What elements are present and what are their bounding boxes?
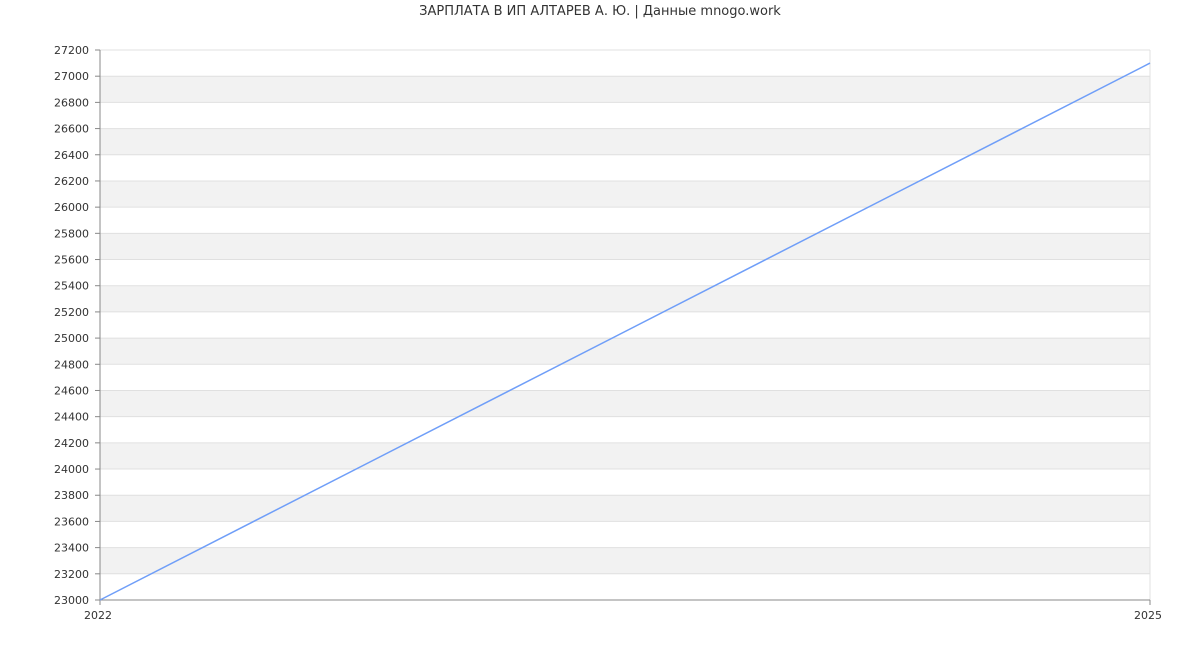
y-tick-label: 25400 (54, 280, 89, 293)
grid-band (100, 547, 1150, 574)
grid-band (100, 285, 1150, 312)
grid-band (100, 259, 1150, 286)
grid-band (100, 390, 1150, 417)
grid-band (100, 495, 1150, 522)
grid-band (100, 102, 1150, 129)
y-tick-label: 24800 (54, 358, 89, 371)
grid-band (100, 573, 1150, 600)
x-tick-label: 2022 (84, 609, 112, 622)
grid-band (100, 180, 1150, 208)
series-line (99, 62, 1151, 601)
chart-title: ЗАРПЛАТА В ИП АЛТАРЕВ А. Ю. | Данные mno… (419, 4, 781, 19)
y-tick-label: 25600 (54, 254, 89, 267)
grid-band (100, 521, 1150, 548)
y-tick-label: 24200 (54, 437, 89, 450)
y-tick-label: 23200 (54, 568, 89, 581)
y-tick-label: 27000 (54, 70, 89, 83)
grid-band (100, 207, 1150, 234)
y-tick-label: 25200 (54, 306, 89, 319)
x-tick-label: 2025 (1134, 609, 1162, 622)
grid-band (100, 364, 1150, 391)
y-tick-label: 24400 (54, 411, 89, 424)
y-tick-label: 24600 (54, 384, 89, 397)
grid-band (100, 469, 1150, 496)
y-tick-label: 25000 (54, 332, 89, 345)
grid-band (100, 233, 1150, 260)
grid-band (100, 128, 1150, 155)
y-tick-label: 23800 (54, 489, 89, 502)
grid-band (100, 416, 1150, 443)
y-tick-label: 23400 (54, 542, 89, 555)
y-tick-label: 26000 (54, 201, 89, 214)
y-tick-label: 27200 (54, 44, 89, 57)
grid-band (100, 338, 1150, 365)
grid-band (100, 154, 1150, 181)
grid-band (100, 76, 1150, 103)
y-tick-label: 26200 (54, 175, 89, 188)
y-tick-label: 25800 (54, 227, 89, 240)
y-tick-label: 26600 (54, 123, 89, 136)
grid-band (100, 50, 1150, 77)
grid-band (100, 442, 1150, 470)
y-tick-label: 26400 (54, 149, 89, 162)
y-tick-label: 26800 (54, 96, 89, 109)
grid-band (100, 311, 1150, 339)
y-tick-label: 24000 (54, 463, 89, 476)
y-tick-label: 23600 (54, 515, 89, 528)
y-tick-label: 23000 (54, 594, 89, 607)
